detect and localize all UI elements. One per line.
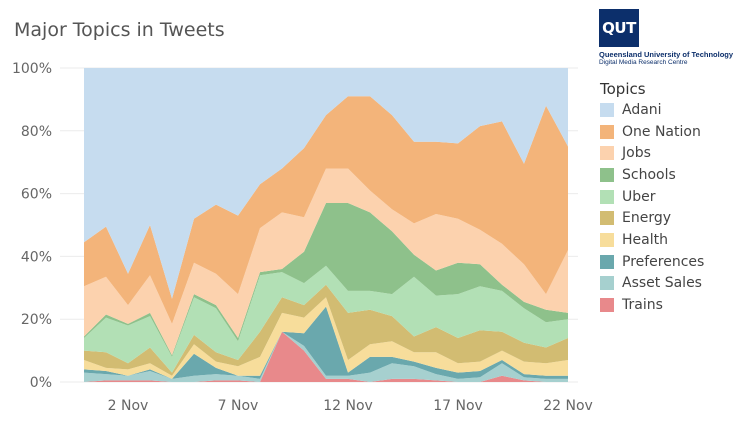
legend-label: Uber [622,188,656,205]
legend-swatch [600,232,614,247]
area-jobs [84,168,568,356]
y-tick-label: 60% [21,187,52,203]
legend-swatch [600,146,614,161]
area-adani [84,68,568,299]
y-tick-label: 0% [30,375,52,391]
area-energy [84,284,568,376]
legend-item: One Nation [600,121,750,143]
legend-label: Energy [622,210,672,227]
legend-label: Asset Sales [622,275,702,292]
area-asset-sales [84,331,568,382]
x-tick-label: 2 Nov [108,398,149,414]
legend-title: Topics [600,80,646,98]
legend-swatch [600,254,614,269]
area-one-nation [84,96,568,324]
legend-item: Uber [600,186,750,208]
legend-swatch [600,298,614,313]
legend-item: Schools [600,164,750,186]
area-schools [84,203,568,357]
logo-university-name: Queensland University of Technology [599,50,734,59]
legend-swatch [600,189,614,204]
x-tick-label: 7 Nov [218,398,259,414]
legend-label: Health [622,231,668,248]
x-tick-label: 17 Nov [433,398,483,414]
legend-items: Adani One Nation Jobs Schools Uber Energy Heal… [600,99,750,316]
legend-item: Preferences [600,251,750,273]
area-uber [84,265,568,373]
legend-label: One Nation [622,123,701,140]
legend-item: Energy [600,207,750,229]
y-tick-label: 20% [21,312,52,328]
y-tick-label: 100% [12,61,52,77]
legend-swatch [600,276,614,291]
legend-swatch [600,124,614,139]
legend: Topics Adani One Nation Jobs Schools Uber Ene… [600,80,750,316]
x-tick-label: 12 Nov [323,398,373,414]
x-tick-label: 22 Nov [543,398,593,414]
legend-swatch [600,211,614,226]
area-health [84,297,568,379]
area-preferences [84,306,568,379]
legend-item: Health [600,229,750,251]
y-tick-label: 80% [21,124,52,140]
legend-label: Adani [622,101,662,118]
chart-title: Major Topics in Tweets [14,19,225,41]
legend-item: Adani [600,99,750,121]
logo-mark: QUT [599,9,639,47]
logo-centre-name: Digital Media Research Centre [599,59,688,66]
university-logo: QUT Queensland University of Technology … [599,9,749,66]
legend-label: Jobs [622,145,651,162]
legend-item: Trains [600,294,750,316]
legend-swatch [600,102,614,117]
legend-label: Trains [622,297,663,314]
legend-label: Schools [622,166,676,183]
legend-swatch [600,167,614,182]
legend-item: Asset Sales [600,273,750,295]
legend-item: Jobs [600,142,750,164]
legend-label: Preferences [622,253,705,270]
y-tick-label: 40% [21,249,52,265]
